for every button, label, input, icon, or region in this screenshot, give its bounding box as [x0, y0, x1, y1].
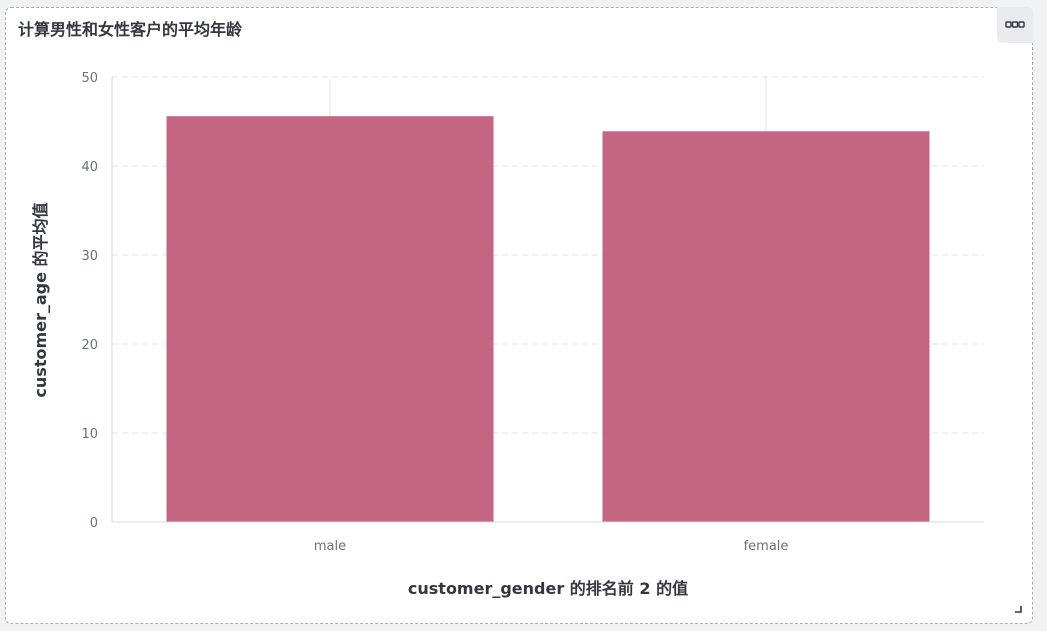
- bar-male[interactable]: [166, 116, 494, 522]
- x-tick-label: male: [314, 539, 346, 554]
- x-axis-title: customer_gender 的排名前 2 的值: [408, 579, 688, 598]
- panel-options-button[interactable]: [997, 7, 1033, 43]
- ellipsis-icon: [1005, 21, 1025, 28]
- y-axis-title: customer_age 的平均值: [31, 202, 50, 397]
- x-tick-label: female: [744, 539, 789, 554]
- y-tick-label: 40: [81, 160, 98, 175]
- chart-axes: 0 10 20 30 40 50 male female: [81, 71, 984, 554]
- y-tick-label: 30: [81, 249, 98, 264]
- y-tick-label: 20: [81, 338, 98, 353]
- panel-title: 计算男性和女性客户的平均年龄: [18, 20, 243, 39]
- chart-bars: [166, 116, 930, 523]
- y-tick-label: 10: [81, 427, 98, 442]
- bar-female[interactable]: [602, 131, 930, 523]
- y-tick-label: 50: [81, 71, 98, 86]
- resize-corner-icon[interactable]: [1014, 605, 1022, 613]
- y-tick-label: 0: [90, 516, 98, 531]
